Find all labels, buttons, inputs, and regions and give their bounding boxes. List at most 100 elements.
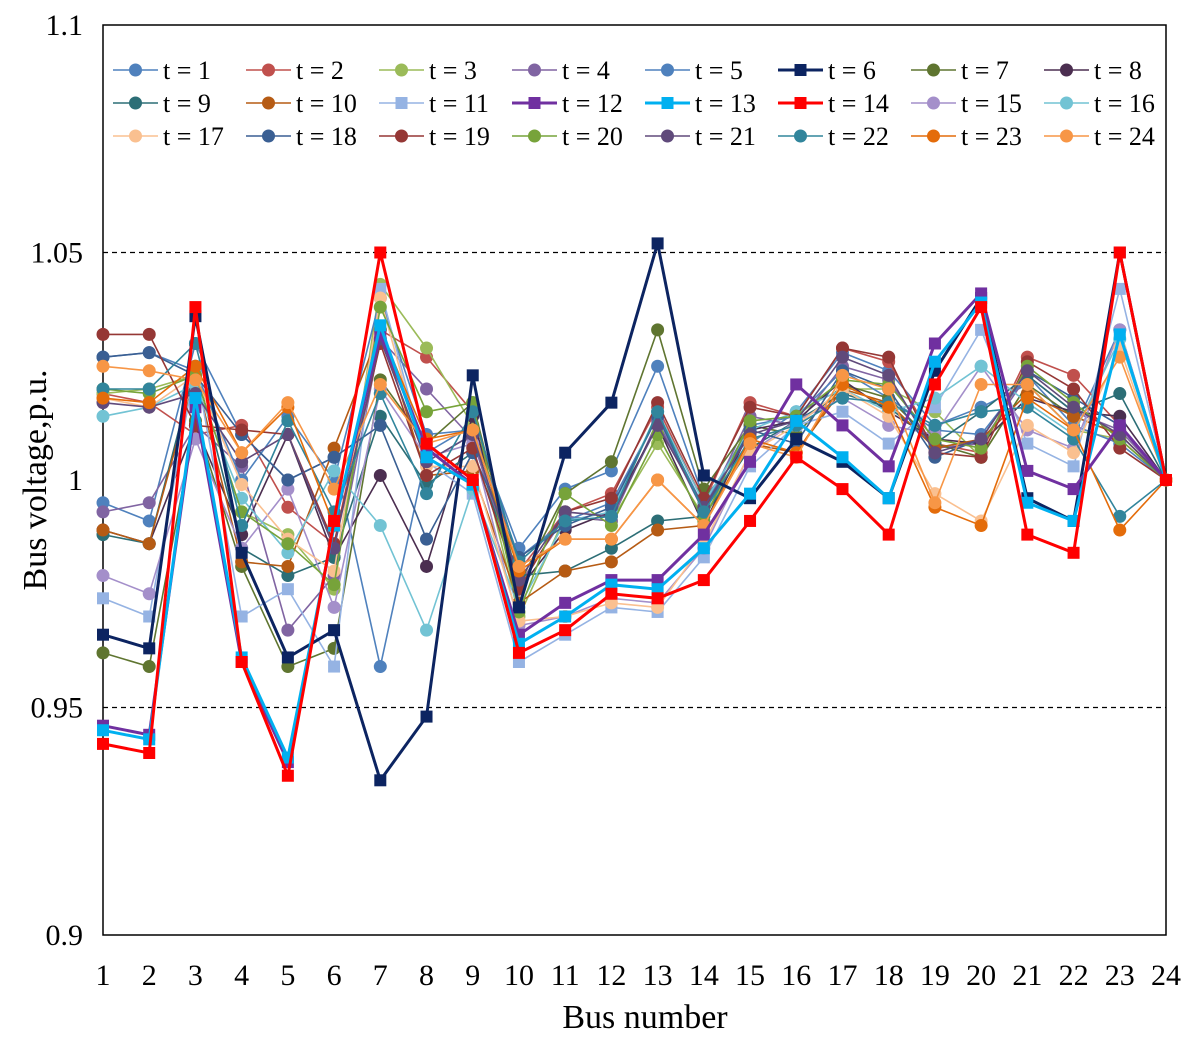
legend: t = 1 t = 2 t = 3 t = 4 t = 5 t = 6 t = 7 t = 8… — [113, 56, 1155, 151]
data-point — [96, 359, 110, 373]
series-line — [102, 290, 1168, 767]
data-point — [142, 496, 156, 510]
legend-label: t = 3 — [429, 56, 477, 85]
data-point — [928, 355, 941, 368]
data-point — [836, 451, 849, 464]
data-point — [974, 405, 988, 419]
data-point — [281, 473, 295, 487]
legend-label: t = 23 — [961, 122, 1022, 151]
x-tick-label: 24 — [1151, 959, 1181, 992]
x-tick-label: 4 — [234, 959, 249, 992]
data-point — [928, 401, 941, 414]
data-point — [559, 624, 572, 637]
data-point — [420, 559, 434, 573]
data-point — [1021, 437, 1034, 450]
data-point — [327, 482, 341, 496]
data-point — [420, 382, 434, 396]
data-point — [604, 455, 618, 469]
data-point — [466, 423, 480, 437]
x-tick-label: 12 — [596, 959, 626, 992]
data-point — [697, 542, 710, 555]
data-point — [1067, 483, 1080, 496]
data-point — [281, 769, 294, 782]
data-point — [96, 523, 110, 537]
legend-label: t = 20 — [562, 122, 623, 151]
data-point — [1067, 446, 1081, 460]
data-point — [604, 541, 618, 555]
x-tick-label: 13 — [643, 959, 673, 992]
data-point — [651, 323, 665, 337]
x-tick-label: 20 — [966, 959, 996, 992]
data-point — [142, 514, 156, 528]
reference-lines — [103, 251, 1166, 709]
data-point — [466, 459, 480, 473]
data-point — [420, 710, 433, 723]
data-point — [558, 505, 572, 519]
legend-marker — [129, 96, 142, 110]
data-point — [328, 624, 341, 637]
data-point — [327, 564, 341, 578]
data-point — [558, 564, 572, 578]
data-point — [928, 446, 942, 460]
data-point — [96, 496, 110, 510]
series-line — [102, 327, 1167, 627]
legend-marker — [129, 129, 142, 143]
legend-item-t-17: t = 17 — [113, 122, 224, 151]
legend-item-t-12: t = 12 — [512, 89, 623, 118]
data-point — [420, 405, 434, 419]
data-point — [835, 341, 849, 355]
data-point — [96, 327, 110, 341]
data-point — [835, 368, 849, 382]
data-point — [928, 496, 942, 510]
data-point — [512, 601, 525, 614]
data-point — [1021, 528, 1034, 541]
data-point — [374, 246, 387, 259]
data-point — [558, 532, 572, 546]
data-point — [466, 474, 479, 486]
data-point — [1067, 460, 1080, 473]
data-point — [882, 492, 895, 505]
legend-item-t-19: t = 19 — [379, 122, 490, 151]
data-point — [327, 578, 341, 592]
data-point — [1113, 509, 1127, 523]
data-point — [1020, 364, 1034, 378]
data-point — [327, 441, 341, 455]
data-point — [373, 468, 387, 482]
data-point — [420, 623, 434, 637]
data-point — [604, 509, 618, 523]
legend-label: t = 12 — [562, 89, 623, 118]
data-point — [790, 378, 803, 391]
data-point — [1113, 282, 1126, 295]
data-point — [281, 569, 295, 583]
legend-label: t = 11 — [429, 89, 489, 118]
legend-label: t = 18 — [296, 122, 357, 151]
legend-marker — [927, 129, 940, 143]
series-line — [102, 327, 1167, 667]
legend-item-t-9: t = 9 — [113, 89, 211, 118]
data-point — [97, 724, 109, 737]
legend-item-t-18: t = 18 — [246, 122, 357, 151]
data-point — [651, 574, 664, 587]
legend-label: t = 13 — [695, 89, 756, 118]
data-point — [142, 382, 156, 396]
data-point — [373, 377, 387, 391]
data-point — [188, 373, 202, 387]
legend-label: t = 16 — [1094, 89, 1155, 118]
x-tick-label: 21 — [1012, 959, 1042, 992]
x-tick-label: 18 — [874, 959, 904, 992]
series-line — [102, 366, 1167, 577]
data-point — [1020, 400, 1034, 414]
data-point — [697, 469, 710, 482]
data-point — [512, 646, 525, 659]
data-point — [189, 301, 202, 314]
series-line — [102, 252, 1168, 782]
legend-item-t-5: t = 5 — [645, 56, 743, 85]
series-line — [103, 333, 1167, 592]
data-point — [974, 432, 988, 446]
series-line — [102, 355, 1167, 568]
data-point — [744, 514, 757, 527]
data-point — [975, 287, 988, 300]
data-point — [420, 468, 434, 482]
data-point — [374, 774, 387, 787]
legend-label: t = 24 — [1094, 122, 1155, 151]
